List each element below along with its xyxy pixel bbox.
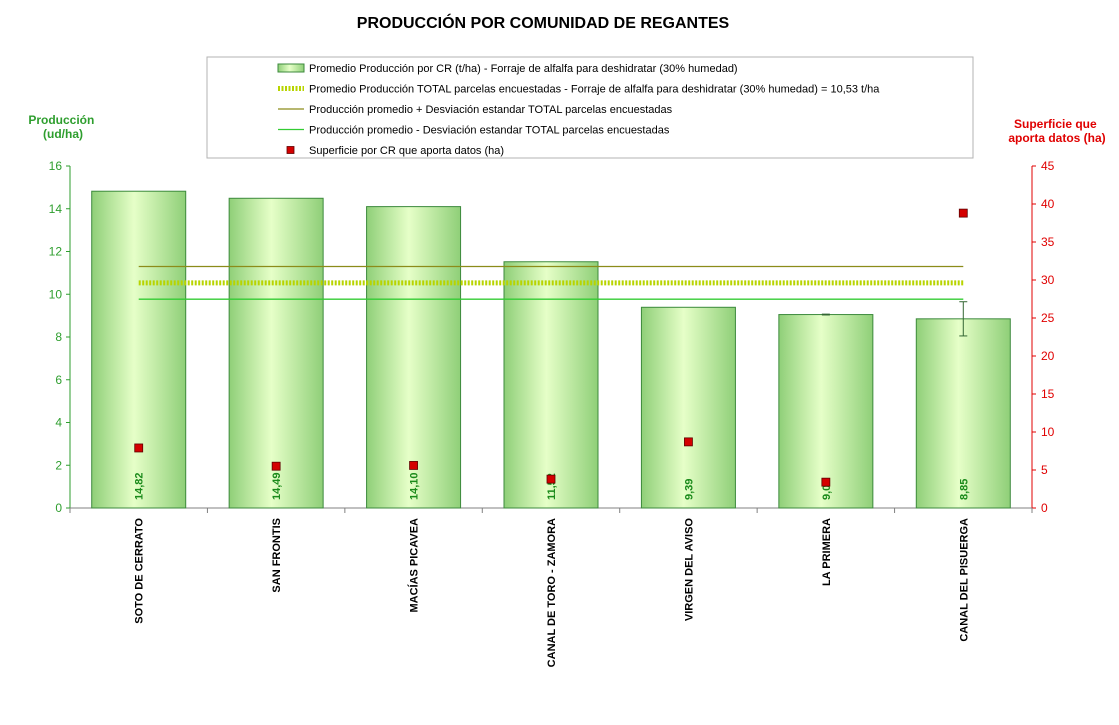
y-left-tick-label: 16	[49, 159, 63, 173]
marker-point	[821, 477, 831, 487]
bar	[640, 306, 736, 509]
y-right-tick-label: 10	[1041, 425, 1055, 439]
marker-point	[409, 461, 418, 470]
marker-point	[134, 443, 144, 453]
y-left-tick-label: 10	[49, 287, 63, 301]
legend-entry-label: Producción promedio - Desviación estanda…	[309, 125, 670, 137]
x-tick-label: CANAL DEL PISUERGA	[958, 518, 970, 642]
data-label: 9,39	[683, 479, 695, 500]
plot-area: 0 2 4 6 8 10 12 14 16 0 5 10 15 20 25 30 35 40 45 14,82 14,4…	[49, 159, 1055, 667]
legend-entry-label: Producción promedio + Desviación estanda…	[309, 104, 673, 116]
legend-swatch-bar	[277, 63, 305, 73]
legend-frame	[206, 56, 974, 159]
bar	[91, 190, 187, 509]
bar	[503, 261, 599, 509]
y-right-tick-label: 35	[1041, 235, 1055, 249]
x-tick-label: VIRGEN DEL AVISO	[683, 518, 695, 622]
y-left-tick-label: 0	[55, 501, 62, 515]
marker-point	[684, 437, 693, 447]
marker-point	[546, 474, 556, 484]
y-right-tick-label: 15	[1041, 387, 1055, 401]
x-tick-label: CANAL DE TORO - ZAMORA	[546, 518, 558, 667]
legend: Promedio Producción por CR (t/ha) - Forr…	[206, 56, 974, 159]
y-left-tick-label: 14	[49, 202, 63, 216]
y-right-tick-label: 20	[1041, 349, 1055, 363]
y-left-label-line-1: Producción	[28, 113, 94, 127]
y-right-tick-label: 0	[1041, 501, 1048, 515]
x-tick-label: SAN FRONTIS	[271, 518, 283, 593]
y-right-tick-label: 5	[1041, 463, 1048, 477]
data-label: 14,49	[271, 472, 283, 500]
x-tick-label: LA PRIMERA	[821, 518, 833, 586]
y-left-label: Producción (ud/ha)	[28, 113, 97, 141]
legend-entry-label: Promedio Producción TOTAL parcelas encue…	[309, 84, 880, 96]
marker-point	[958, 208, 968, 218]
y-left-tick-label: 2	[55, 458, 62, 472]
x-tick-label: SOTO DE CERRATO	[134, 518, 146, 624]
marker-point	[271, 461, 281, 471]
data-label: 14,82	[134, 472, 146, 500]
legend-entry-label: Superficie por CR que aporta datos (ha)	[309, 145, 504, 157]
data-label: 8,85	[958, 479, 970, 500]
y-right-tick-label: 30	[1041, 273, 1055, 287]
y-left-tick-label: 8	[55, 330, 62, 344]
x-tick-label: MACÍAS PICAVEA	[408, 518, 421, 613]
y-left-tick-label: 4	[55, 416, 62, 430]
bar	[778, 314, 874, 509]
data-label: 14,10	[409, 472, 421, 500]
chart-title: PRODUCCIÓN POR COMUNIDAD DE REGANTES	[357, 13, 730, 32]
y-right-label-line-1: Superficie que	[1014, 117, 1097, 131]
y-right-label: Superficie que aporta datos (ha)	[1008, 117, 1105, 145]
y-left-label-line-2: (ud/ha)	[43, 127, 83, 141]
y-left-tick-label: 12	[49, 245, 63, 259]
legend-entry-label: Promedio Producción por CR (t/ha) - Forr…	[309, 63, 738, 75]
y-right-tick-label: 40	[1041, 197, 1055, 211]
y-right-tick-label: 45	[1041, 159, 1055, 173]
legend-swatch-marker	[286, 146, 295, 154]
y-right-label-line-2: aporta datos (ha)	[1008, 131, 1105, 145]
bar	[915, 318, 1011, 509]
y-left-tick-label: 6	[55, 373, 62, 387]
y-right-tick-label: 25	[1041, 311, 1055, 325]
bar	[366, 206, 462, 509]
bar	[228, 197, 324, 509]
